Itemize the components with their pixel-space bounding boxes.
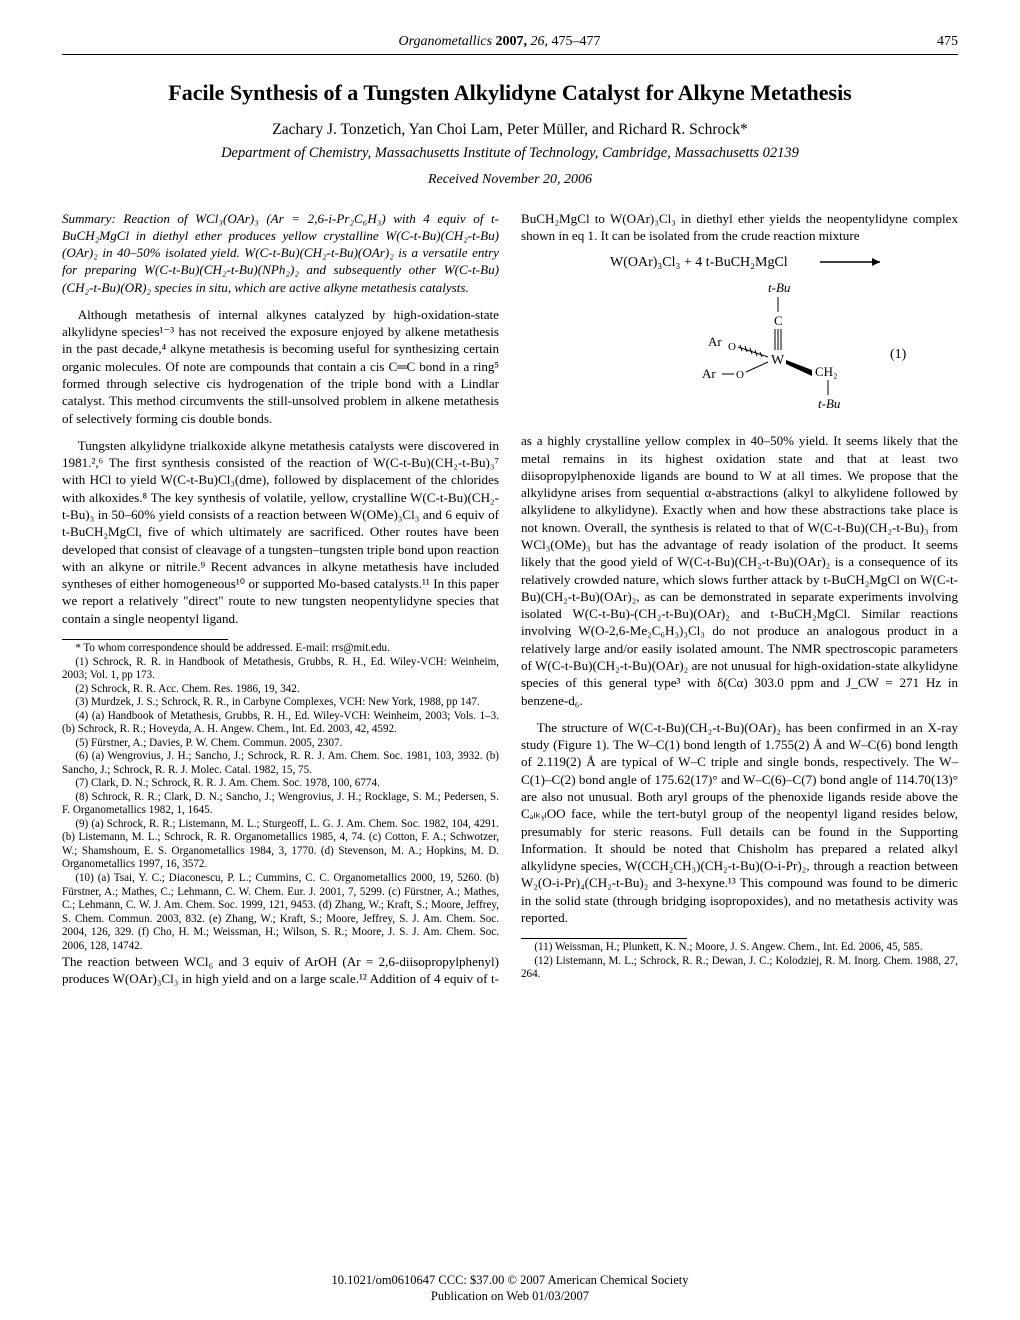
scheme-CH2: CH₂ bbox=[815, 364, 838, 379]
footnote: (7) Clark, D. N.; Schrock, R. R. J. Am. … bbox=[62, 777, 499, 791]
running-head: Organometallics 2007, 26, 475–477 475 bbox=[62, 34, 958, 50]
received-date: Received November 20, 2006 bbox=[62, 172, 958, 188]
author-list: Zachary J. Tonzetich, Yan Choi Lam, Pete… bbox=[62, 121, 958, 139]
journal-name: Organometallics bbox=[398, 34, 492, 49]
scheme-O1: O bbox=[728, 341, 736, 353]
scheme-O2: O bbox=[736, 369, 744, 381]
body-paragraph-1: Although metathesis of internal alkynes … bbox=[62, 306, 499, 427]
page-footer: 10.1021/om0610647 CCC: $37.00 © 2007 Ame… bbox=[0, 1272, 1020, 1305]
scheme-Ar2: Ar bbox=[702, 366, 716, 381]
footnote: (2) Schrock, R. R. Acc. Chem. Res. 1986,… bbox=[62, 683, 499, 697]
scheme-W: W bbox=[771, 353, 785, 368]
footer-line-2: Publication on Web 01/03/2007 bbox=[431, 1289, 589, 1303]
footnote: (10) (a) Tsai, Y. C.; Diaconescu, P. L.;… bbox=[62, 872, 499, 953]
journal-year: 2007, bbox=[496, 34, 528, 49]
footnote: (9) (a) Schrock, R. R.; Listemann, M. L.… bbox=[62, 818, 499, 872]
body-paragraph-4: as a highly crystalline yellow complex i… bbox=[521, 432, 958, 709]
footnote-rule-right bbox=[521, 938, 687, 939]
scheme-eqnum: (1) bbox=[890, 347, 907, 362]
reaction-scheme: W(OAr)₃Cl₃ + 4 t-BuCH₂MgCl t-Bu C W Ar O bbox=[521, 250, 958, 424]
body-columns: Summary: Reaction of WCl₃(OAr)₃ (Ar = 2,… bbox=[62, 210, 958, 988]
body-paragraph-2: Tungsten alkylidyne trialkoxide alkyne m… bbox=[62, 437, 499, 627]
summary-paragraph: Summary: Reaction of WCl₃(OAr)₃ (Ar = 2,… bbox=[62, 210, 499, 296]
footnote-rule bbox=[62, 639, 228, 640]
footnote: (8) Schrock, R. R.; Clark, D. N.; Sancho… bbox=[62, 791, 499, 818]
page-number: 475 bbox=[937, 34, 958, 50]
header-rule bbox=[62, 54, 958, 55]
footnote: (5) Fürstner, A.; Davies, P. W. Chem. Co… bbox=[62, 737, 499, 751]
footer-line-1: 10.1021/om0610647 CCC: $37.00 © 2007 Ame… bbox=[331, 1273, 688, 1287]
footnotes-left: * To whom correspondence should be addre… bbox=[62, 642, 499, 953]
footnote: (12) Listemann, M. L.; Schrock, R. R.; D… bbox=[521, 955, 958, 982]
footnote: * To whom correspondence should be addre… bbox=[62, 642, 499, 656]
scheme-tbu-top: t-Bu bbox=[768, 280, 791, 295]
footnote: (3) Murdzek, J. S.; Schrock, R. R., in C… bbox=[62, 696, 499, 710]
article-title: Facile Synthesis of a Tungsten Alkylidyn… bbox=[62, 79, 958, 107]
footnote: (6) (a) Wengrovius, J. H.; Sancho, J.; S… bbox=[62, 750, 499, 777]
journal-pages: 475–477 bbox=[552, 34, 601, 49]
scheme-Ar1: Ar bbox=[708, 334, 722, 349]
footnote: (4) (a) Handbook of Metathesis, Grubbs, … bbox=[62, 710, 499, 737]
scheme-C: C bbox=[774, 313, 783, 328]
scheme-tbu-bot: t-Bu bbox=[818, 396, 841, 411]
footnote: (1) Schrock, R. R. in Handbook of Metath… bbox=[62, 656, 499, 683]
affiliation: Department of Chemistry, Massachusetts I… bbox=[62, 145, 958, 162]
scheme-reagents: W(OAr)₃Cl₃ + 4 t-BuCH₂MgCl bbox=[610, 255, 788, 270]
running-head-center: Organometallics 2007, 26, 475–477 bbox=[398, 34, 600, 50]
footnotes-right: (11) Weissman, H.; Plunkett, K. N.; Moor… bbox=[521, 941, 958, 982]
journal-volume: 26, bbox=[531, 34, 549, 49]
body-paragraph-5: The structure of W(C-t-Bu)(CH₂-t-Bu)(OAr… bbox=[521, 719, 958, 926]
footnote: (11) Weissman, H.; Plunkett, K. N.; Moor… bbox=[521, 941, 958, 955]
